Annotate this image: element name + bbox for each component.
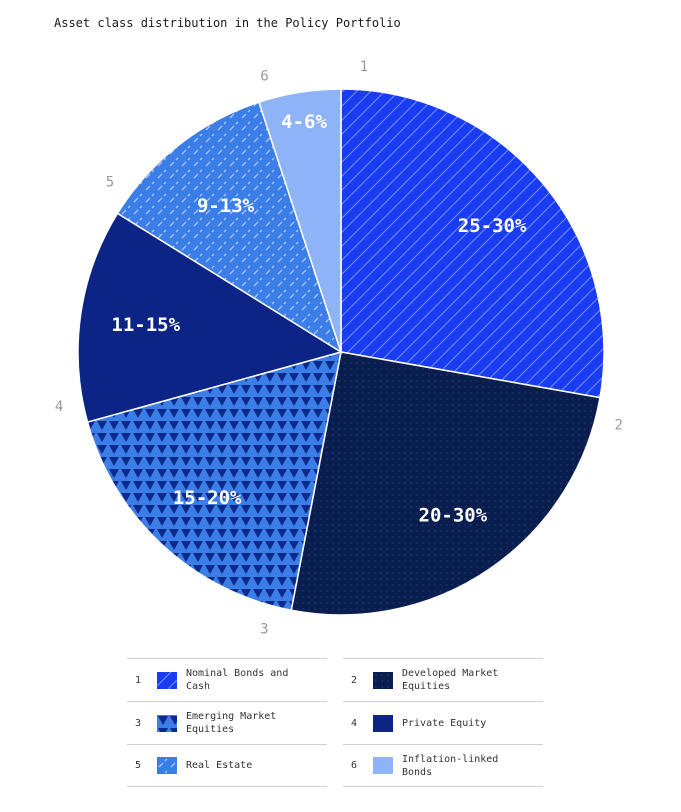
legend-label: Real Estate (186, 760, 253, 771)
legend-swatch-dots (373, 671, 393, 689)
chart-title: Asset class distribution in the Policy P… (54, 16, 401, 30)
pie-slice-3 (86, 350, 342, 612)
slice-value-label-3: 15-20% (173, 487, 242, 509)
legend-row: 1 Nominal Bonds and Cash 2 Developed Mar… (127, 658, 543, 701)
legend-index: 2 (351, 674, 358, 686)
slice-value-label-6: 4-6% (281, 111, 327, 133)
pie-slice-1 (340, 88, 605, 399)
pie-slice-5 (116, 101, 343, 354)
legend-item-inflation-bonds: 6 Inflation-linked Bonds (343, 744, 543, 787)
legend-swatch-diagonal (157, 671, 177, 689)
legend-swatch-solid-light (373, 757, 393, 774)
legend-label: Emerging Market Equities (186, 711, 277, 735)
legend-row: 5 Real Estate 6 Inflation-linked Bonds (127, 744, 543, 787)
slice-value-label-1: 25-30% (458, 215, 527, 237)
legend-item-nominal-bonds: 1 Nominal Bonds and Cash (127, 658, 327, 701)
slice-value-label-4: 11-15% (111, 314, 180, 336)
slice-index-label-4: 4 (55, 399, 63, 415)
slice-value-label-5: 9-13% (197, 195, 255, 217)
pie-slice-4 (77, 212, 343, 424)
slice-index-label-6: 6 (260, 68, 268, 84)
legend-swatch-solid-dark (373, 714, 393, 732)
legend-index: 3 (135, 717, 142, 729)
slice-index-label-1: 1 (360, 59, 368, 75)
legend-label: Inflation-linked Bonds (402, 753, 499, 778)
pie-slice-6 (257, 88, 342, 353)
legend-index: 4 (351, 717, 358, 729)
legend-index: 6 (351, 760, 358, 771)
legend-swatch-triangles (157, 714, 177, 732)
legend-index: 1 (135, 674, 142, 686)
legend-index: 5 (135, 760, 142, 771)
legend-item-emerging-equities: 3 Emerging Market Equities (127, 701, 327, 744)
slice-value-label-2: 20-30% (419, 504, 488, 526)
pie-chart: 25-30% 1 20-30% 2 15-20% 3 11-15% 4 9-13% 5 4-6% 6 (55, 59, 623, 638)
slice-index-label-3: 3 (260, 622, 268, 638)
legend-swatch-dashed (157, 757, 177, 774)
slice-index-label-2: 2 (615, 417, 623, 433)
pie-slice-2 (290, 351, 601, 616)
slice-index-label-5: 5 (106, 175, 114, 191)
legend: 1 Nominal Bonds and Cash 2 Developed Mar… (127, 658, 543, 787)
legend-row: 3 Emerging Market Equities 4 Private Equ… (127, 701, 543, 744)
legend-item-real-estate: 5 Real Estate (127, 744, 327, 787)
legend-label: Developed Market Equities (402, 668, 499, 692)
legend-label: Private Equity (402, 717, 487, 729)
legend-item-private-equity: 4 Private Equity (343, 701, 543, 744)
legend-item-developed-equities: 2 Developed Market Equities (343, 658, 543, 701)
legend-label: Nominal Bonds and Cash (186, 668, 289, 692)
